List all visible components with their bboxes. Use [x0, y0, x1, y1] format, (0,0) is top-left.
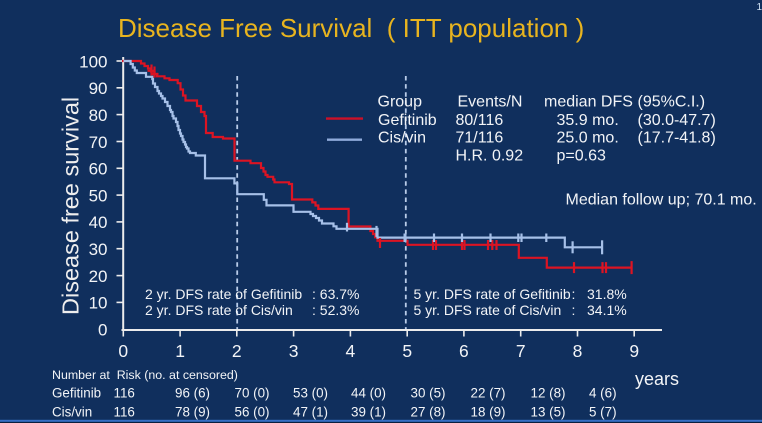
svg-text:Cis/vin: Cis/vin	[52, 405, 92, 420]
svg-text:: 52.3%: : 52.3%	[312, 302, 359, 318]
svg-text:H.R. 0.92: H.R. 0.92	[456, 147, 524, 164]
svg-text:(30.0-47.7): (30.0-47.7)	[638, 112, 716, 129]
svg-text:Number at Risk (no. at censor: Number at Risk (no. at censored)	[52, 368, 238, 382]
svg-text:31.8%: 31.8%	[587, 286, 627, 302]
svg-text:5 yr. DFS rate of Cis/vin: 5 yr. DFS rate of Cis/vin	[414, 302, 562, 318]
svg-text:100: 100	[79, 52, 107, 71]
svg-text:22 (7): 22 (7)	[471, 385, 506, 400]
svg-text:years: years	[635, 369, 679, 389]
svg-text:Cis/vin: Cis/vin	[378, 130, 426, 147]
svg-text:20: 20	[89, 267, 108, 286]
svg-text:0: 0	[98, 321, 107, 340]
svg-text:5 (7): 5 (7)	[589, 405, 617, 420]
svg-text:78 (9): 78 (9)	[175, 405, 210, 420]
svg-text:90: 90	[89, 79, 108, 98]
svg-text:39 (1): 39 (1)	[351, 405, 386, 420]
svg-text:Gefitinib: Gefitinib	[378, 112, 437, 129]
svg-text:35.9 mo.: 35.9 mo.	[557, 112, 619, 129]
svg-text:34.1%: 34.1%	[587, 302, 627, 318]
svg-text:80: 80	[89, 106, 108, 125]
svg-text:25.0 mo.: 25.0 mo.	[557, 130, 619, 147]
svg-text:3: 3	[289, 341, 299, 361]
svg-text:2: 2	[232, 341, 242, 361]
svg-text::: :	[572, 286, 576, 302]
svg-text:1: 1	[757, 2, 762, 13]
svg-text:116: 116	[114, 385, 135, 400]
svg-text:Disease Free Survival ( ITT p: Disease Free Survival ( ITT population )	[118, 13, 584, 43]
svg-text:(17.7-41.8): (17.7-41.8)	[638, 130, 716, 147]
svg-text:4 (6): 4 (6)	[589, 385, 617, 400]
svg-text:116: 116	[114, 405, 135, 420]
svg-text:70 (0): 70 (0)	[235, 385, 270, 400]
svg-text:(95%C.I.): (95%C.I.)	[638, 94, 706, 111]
svg-text:8: 8	[573, 341, 583, 361]
svg-text:Events/N: Events/N	[458, 94, 523, 111]
svg-text:12 (8): 12 (8)	[531, 385, 566, 400]
svg-text:0: 0	[118, 341, 128, 361]
svg-text:9: 9	[629, 341, 639, 361]
svg-text:5: 5	[402, 341, 412, 361]
svg-text:44 (0): 44 (0)	[351, 385, 386, 400]
svg-text:Group: Group	[378, 94, 423, 111]
svg-text:10: 10	[89, 294, 108, 313]
svg-text:30: 30	[89, 240, 108, 259]
svg-text:50: 50	[89, 186, 108, 205]
svg-text:6: 6	[459, 341, 469, 361]
svg-text:: 63.7%: : 63.7%	[312, 286, 359, 302]
svg-text::: :	[572, 302, 576, 318]
svg-text:56 (0): 56 (0)	[235, 405, 270, 420]
svg-text:median DFS: median DFS	[544, 94, 633, 111]
svg-text:5 yr. DFS rate of Gefitinib: 5 yr. DFS rate of Gefitinib	[414, 286, 571, 302]
svg-text:7: 7	[516, 341, 526, 361]
svg-text:27 (8): 27 (8)	[411, 405, 446, 420]
svg-text:96 (6): 96 (6)	[175, 385, 210, 400]
svg-text:1: 1	[175, 341, 185, 361]
svg-text:71/116: 71/116	[456, 130, 504, 147]
svg-text:60: 60	[89, 160, 108, 179]
svg-text:53 (0): 53 (0)	[293, 385, 328, 400]
svg-text:47 (1): 47 (1)	[293, 405, 328, 420]
svg-text:13 (5): 13 (5)	[531, 405, 566, 420]
svg-text:2 yr. DFS rate of Gefitinib: 2 yr. DFS rate of Gefitinib	[145, 286, 302, 302]
svg-text:4: 4	[346, 341, 356, 361]
svg-text:p=0.63: p=0.63	[557, 147, 606, 164]
svg-text:40: 40	[89, 213, 108, 232]
svg-text:Disease free survival: Disease free survival	[58, 97, 84, 315]
svg-text:Gefitinib: Gefitinib	[52, 385, 101, 400]
svg-text:2 yr. DFS rate of Cis/vin: 2 yr. DFS rate of Cis/vin	[145, 302, 293, 318]
svg-text:Median follow up; 70.1 mo.: Median follow up; 70.1 mo.	[566, 192, 757, 209]
svg-text:18 (9): 18 (9)	[471, 405, 506, 420]
svg-text:30 (5): 30 (5)	[411, 385, 446, 400]
svg-text:80/116: 80/116	[456, 112, 504, 129]
svg-text:70: 70	[89, 133, 108, 152]
